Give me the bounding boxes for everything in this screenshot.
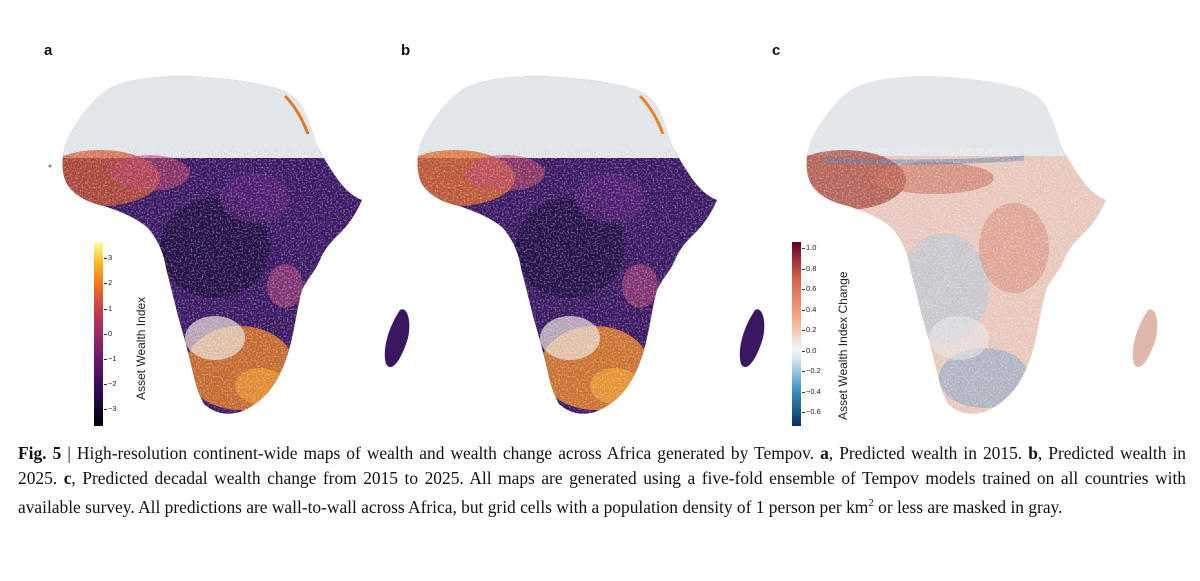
caption-intro: High-resolution continent-wide maps of w… — [76, 443, 821, 463]
caption-superscript: 2 — [868, 497, 874, 509]
panel-c: c 1.0 0.8 0.6 0.4 0.2 0.0 −0.2 −0.4 −0.6… — [770, 38, 1165, 430]
tick-label: −3 — [104, 404, 117, 413]
tick-label: 1.0 — [801, 243, 817, 252]
caption-b-text: , Predicted wealth in 2025. — [18, 443, 1186, 488]
tick-label: −0.6 — [802, 407, 821, 416]
panel-a: a 3 2 1 0 −1 −2 −3 Asset W — [40, 38, 435, 430]
caption-a-label: a — [820, 443, 829, 463]
tick-label: 0.2 — [801, 325, 817, 334]
tick-label: 0.6 — [801, 284, 817, 293]
figure-caption: Fig. 5 | High-resolution continent-wide … — [18, 441, 1186, 520]
tick-label: 3 — [103, 253, 113, 262]
tick-label: 2 — [103, 278, 113, 287]
change-colorbar: 1.0 0.8 0.6 0.4 0.2 0.0 −0.2 −0.4 −0.6 A… — [792, 242, 872, 428]
caption-c-label: c — [63, 468, 72, 488]
caption-separator: | — [61, 443, 77, 463]
tick-label: 0.8 — [801, 264, 817, 273]
panel-letter: a — [44, 42, 53, 59]
caption-a-text: , Predicted wealth in 2015. — [828, 443, 1029, 463]
tick-label: −0.4 — [802, 387, 821, 396]
tick-label: 0.0 — [801, 346, 817, 355]
colorbar-gradient — [94, 242, 103, 426]
wealth-map-2025 — [417, 76, 765, 414]
figure-label: Fig. 5 — [18, 443, 62, 463]
caption-b-label: b — [1028, 443, 1038, 463]
tick-label: −2 — [104, 379, 117, 388]
panel-letter: b — [401, 42, 411, 59]
wealth-change-map — [806, 76, 1158, 414]
tick-label: 0.4 — [801, 305, 817, 314]
wealth-colorbar: 3 2 1 0 −1 −2 −3 Asset Wealth Index — [94, 242, 164, 428]
colorbar-gradient — [792, 242, 801, 426]
caption-end: or less are masked in gray. — [873, 496, 1063, 517]
tick-label: −1 — [104, 354, 117, 363]
panel-b: b — [395, 38, 790, 430]
tick-label: −0.2 — [802, 366, 821, 375]
colorbar-label: Asset Wealth Index — [134, 296, 148, 400]
tick-label: 0 — [103, 329, 113, 338]
panel-letter: c — [772, 42, 781, 59]
colorbar-label: Asset Wealth Index Change — [836, 271, 850, 420]
wealth-map-2015 — [48, 76, 410, 414]
tick-label: 1 — [103, 304, 113, 313]
caption-c-text: , Predicted decadal wealth change from 2… — [18, 468, 1187, 517]
